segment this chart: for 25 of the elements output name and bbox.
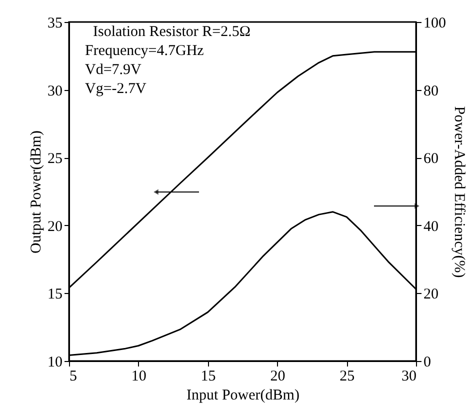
y-tick-label: 25: [48, 151, 62, 168]
x-tick-label: 10: [131, 368, 146, 384]
x-tick-label: 15: [200, 368, 216, 384]
x-axis-title: Input Power(dBm): [186, 388, 300, 404]
x-tick-label: 20: [270, 368, 286, 384]
annotation: Isolation Resistor R=2.5Ω: [93, 24, 251, 40]
y-tick-label: 30: [48, 83, 62, 100]
y2-tick-label: 40: [424, 218, 438, 235]
y2-tick-label: 60: [424, 151, 438, 168]
y2-tick-label: 80: [424, 83, 438, 100]
y-tick-label: 35: [48, 16, 62, 32]
annotation: Vg=-2.7V: [85, 81, 147, 97]
x-tick-label: 5: [70, 368, 77, 384]
y-tick-label: 10: [48, 354, 62, 370]
y-tick-label: 15: [48, 286, 62, 303]
y-tick-label: 20: [48, 218, 62, 235]
x-tick-label: 30: [402, 368, 416, 384]
y2-tick-label: 20: [424, 286, 438, 303]
annotation: Frequency=4.7GHz: [85, 43, 204, 59]
x-tick-label: 25: [340, 368, 355, 384]
y2-tick-label: 100: [424, 16, 446, 32]
y-axis-title: Output Power(dBm): [28, 130, 44, 254]
annotation: Vd=7.9V: [85, 62, 142, 78]
y2-axis-title: Power-Added Efficiency(%): [451, 106, 467, 278]
y2-tick-label: 0: [424, 354, 431, 370]
